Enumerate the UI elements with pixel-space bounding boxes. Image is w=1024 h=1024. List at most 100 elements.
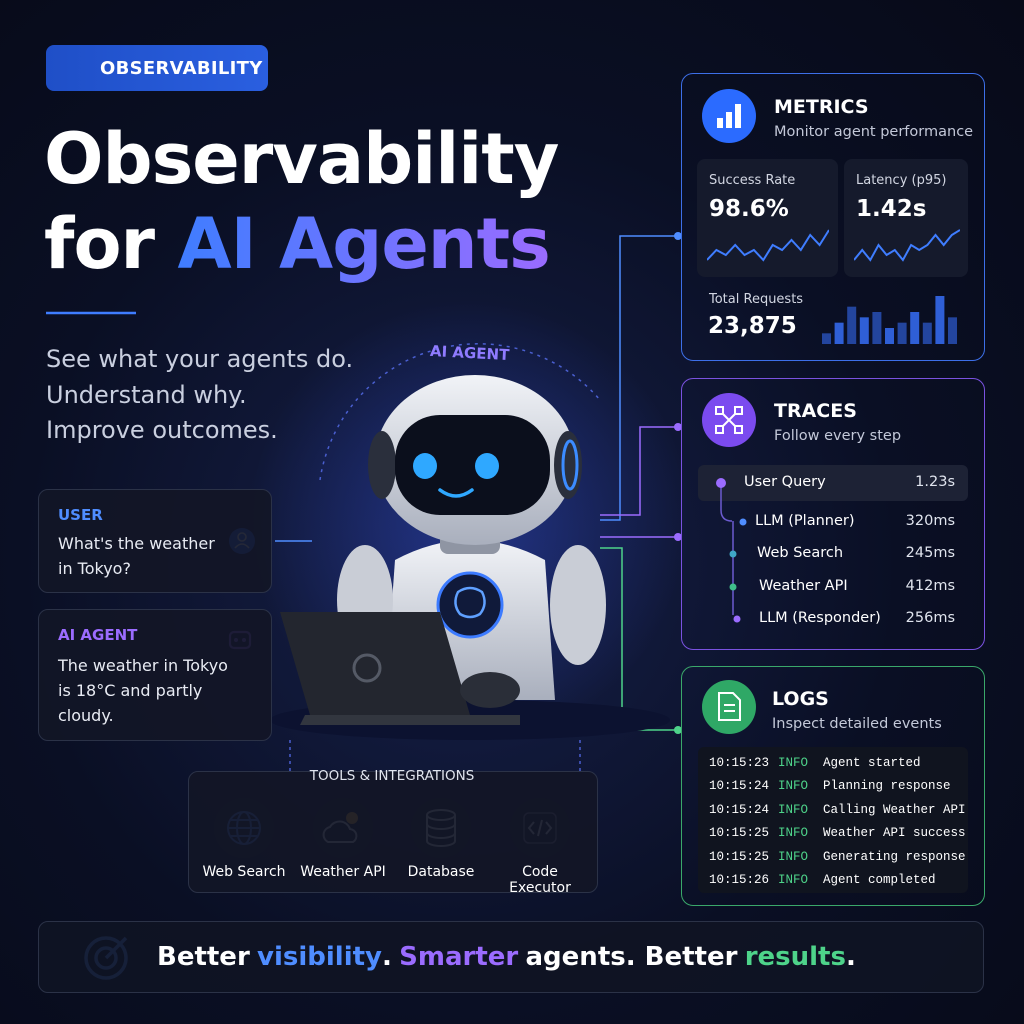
request-bar — [822, 333, 831, 344]
log-message: Planning response — [823, 779, 951, 794]
panel-title: TRACES — [774, 400, 857, 422]
log-time: 10:15:23 — [709, 756, 770, 770]
chat-message: What's the weather in Tokyo? — [58, 534, 215, 578]
subtitle-line: Improve outcomes. — [46, 416, 278, 444]
footer-text: results — [744, 942, 846, 972]
request-bars — [822, 296, 957, 344]
footer-text: agents. Better — [525, 942, 738, 972]
request-bar — [847, 306, 857, 344]
subtitle-line: See what your agents do. — [46, 345, 354, 373]
trace-tree — [720, 483, 734, 615]
subtitle-line: Understand why. — [46, 381, 247, 409]
traces-icon-graph — [715, 406, 743, 434]
metrics-icon-bars — [717, 104, 741, 128]
trace-duration: 320ms — [905, 513, 955, 529]
panel-title: LOGS — [772, 688, 829, 710]
trend-line — [854, 229, 960, 262]
log-message: Calling Weather API — [823, 802, 966, 817]
request-bar — [834, 322, 844, 344]
log-time: 10:15:25 — [709, 826, 770, 841]
badge: OBSERVABILITY — [46, 45, 268, 91]
tool-label: Web Search — [202, 864, 286, 880]
traces-panel — [681, 378, 985, 650]
log-level: INFO — [778, 826, 809, 841]
footer-text: . — [382, 942, 392, 972]
metric-label: Total Requests — [709, 292, 804, 307]
title-prefix: for — [44, 203, 155, 285]
panel-subtitle: Inspect detailed events — [772, 716, 942, 732]
trace-duration: 245ms — [905, 545, 955, 561]
connectors — [275, 235, 680, 775]
tool-label: Weather API — [300, 864, 386, 880]
logs-icon — [702, 680, 756, 734]
log-message: Generating response — [823, 849, 966, 864]
tool-label: Database — [407, 864, 475, 880]
log-time: 10:15:24 — [709, 779, 770, 794]
chat-role: USER — [58, 506, 103, 524]
log-level: INFO — [778, 802, 809, 817]
title-line2: for AI Agents — [44, 203, 551, 285]
log-message: Weather API success — [823, 826, 966, 841]
log-level: INFO — [778, 873, 809, 887]
logs-icon-doc — [718, 692, 741, 721]
agent-card: AI AGENT The weather in Tokyo is 18°C an… — [38, 609, 272, 741]
trace-name: Weather API — [759, 578, 848, 594]
log-level: INFO — [778, 756, 809, 770]
metric-value: 1.42s — [856, 196, 927, 222]
trace-name: LLM (Planner) — [755, 513, 855, 529]
panel-subtitle: Monitor agent performance — [774, 124, 974, 140]
footer-bar: Better visibility. Smarter agents. Better re… — [38, 921, 984, 993]
logs-panel — [681, 666, 985, 906]
metric-card: Latency (p95) 1.42s — [844, 159, 968, 277]
log-time: 10:15:25 — [709, 849, 770, 864]
log-time: 10:15:24 — [709, 802, 770, 817]
metrics-panel — [681, 73, 985, 361]
badge-text: OBSERVABILITY — [100, 57, 263, 79]
trend-line — [707, 229, 829, 262]
request-bar — [910, 312, 920, 344]
metric-card: Success Rate 98.6% — [697, 159, 838, 277]
tools-panel — [188, 771, 598, 893]
log-level: INFO — [778, 849, 809, 864]
trace-duration: 1.23s — [915, 474, 955, 490]
request-bar — [897, 322, 907, 344]
request-bar — [922, 322, 932, 344]
trace-name: Web Search — [757, 545, 844, 561]
log-time: 10:15:26 — [709, 873, 770, 887]
request-bar — [872, 312, 882, 344]
footer-text: Smarter — [399, 942, 519, 972]
footer-text: . — [845, 942, 856, 972]
footer-text: Better — [157, 942, 250, 972]
log-message: Agent started — [823, 756, 921, 770]
sparkline — [707, 229, 829, 262]
trace-dots — [716, 478, 747, 623]
robot — [270, 375, 670, 740]
footer-text: visibility — [257, 942, 383, 972]
tool-label: Code Executor — [509, 864, 571, 896]
chat-role: AI AGENT — [58, 626, 138, 644]
request-bar — [935, 296, 945, 344]
title-line1: Observability — [44, 118, 559, 200]
trace-name: User Query — [744, 474, 826, 490]
request-bar — [948, 317, 957, 344]
sparkline — [854, 229, 960, 262]
chat-message: The weather in Tokyo is 18°C and partly … — [58, 656, 228, 725]
log-message: Agent completed — [823, 873, 936, 887]
user-card: USER What's the weather in Tokyo? — [38, 489, 272, 593]
log-level: INFO — [778, 779, 809, 794]
request-bar — [885, 328, 894, 344]
metric-label: Success Rate — [709, 173, 796, 188]
metric-label: Latency (p95) — [856, 173, 947, 188]
trace-duration: 412ms — [905, 578, 955, 594]
panel-subtitle: Follow every step — [774, 428, 902, 444]
metric-value: 23,875 — [708, 313, 797, 339]
trace-name: LLM (Responder) — [759, 610, 881, 626]
title-highlight: AI Agents — [177, 203, 550, 285]
request-bar — [859, 317, 869, 344]
tools-title: TOOLS & INTEGRATIONS — [309, 768, 475, 784]
trace-duration: 256ms — [905, 610, 955, 626]
panel-title: METRICS — [774, 96, 869, 118]
